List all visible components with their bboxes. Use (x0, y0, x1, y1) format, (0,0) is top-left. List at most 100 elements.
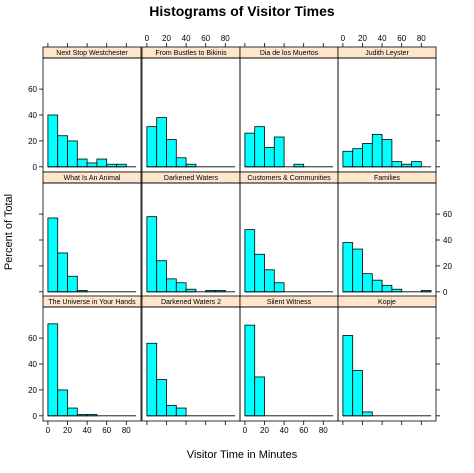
y-axis-label: Percent of Total (3, 194, 15, 270)
x-tick-label: 20 (162, 34, 171, 43)
y-tick-label: 60 (28, 334, 37, 343)
panel-strip-label: What Is An Animal (64, 175, 121, 182)
histogram-bar (371, 134, 383, 168)
panel: Dia de los Muertos (239, 43, 339, 173)
histogram-bar (57, 252, 68, 293)
panel: Silent Witness 0 20 40 60 80 (239, 295, 339, 435)
histogram-bar (156, 117, 167, 168)
histogram-bar (342, 335, 354, 417)
x-tick-label: 80 (221, 34, 230, 43)
panel-strip-label: Next Stop Westchester (56, 50, 128, 57)
x-tick-label: 0 (145, 34, 150, 43)
histogram-bar (362, 143, 373, 168)
histogram-bar (166, 278, 177, 293)
x-tick-label: 60 (299, 426, 308, 435)
histogram-bar (371, 279, 383, 293)
y-tick-label: 0 (33, 163, 38, 172)
x-tick-label: 80 (122, 426, 131, 435)
panel: Next Stop Westchester 0 20 40 60 (28, 43, 142, 173)
histogram-bar (146, 342, 158, 417)
histogram-bar (352, 148, 363, 168)
histogram-bar (156, 260, 167, 293)
panel: Darkened Waters (141, 171, 241, 298)
panel-strip-label: Dia de los Muertos (260, 50, 319, 57)
histogram-bar (273, 136, 285, 168)
histogram-bar (156, 379, 167, 417)
histogram-bar (273, 282, 285, 293)
histogram-bar (67, 407, 78, 417)
panel: Darkened Waters 2 (141, 295, 241, 425)
histogram-bar (381, 139, 393, 168)
histogram-bar (342, 242, 354, 293)
panel: From Bustles to Bikinis 0 20 40 60 80 (141, 34, 241, 173)
y-tick-label: 20 (28, 386, 37, 395)
panel-strip-label: Customers & Communities (247, 175, 331, 182)
y-tick-label: 0 (33, 412, 38, 421)
x-tick-label: 20 (63, 426, 72, 435)
histogram-bar (244, 132, 256, 168)
x-axis-label: Visitor Time in Minutes (187, 449, 298, 461)
x-tick-label: 0 (341, 34, 346, 43)
histogram-bar (57, 389, 68, 417)
histogram-bar (47, 217, 59, 293)
panel-strip-label: The Universe in Your Hands (48, 299, 136, 306)
histogram-bar (362, 411, 373, 417)
x-tick-label: 0 (46, 426, 51, 435)
x-tick-label: 40 (378, 34, 387, 43)
x-tick-label: 20 (260, 426, 269, 435)
histogram-bar (67, 275, 78, 293)
histogram-bar (96, 158, 108, 168)
panel: Customers & Communities (239, 171, 339, 298)
histogram-bar (175, 157, 187, 168)
panel-strip-label: Silent Witness (267, 299, 312, 306)
histogram-bar (47, 323, 59, 417)
x-tick-label: 20 (358, 34, 367, 43)
histogram-bar (76, 158, 88, 168)
panel-strip-label: Judith Leyster (365, 50, 409, 57)
histogram-bar (175, 282, 187, 293)
y-tick-label: 60 (28, 85, 37, 94)
histogram-bar (175, 407, 187, 417)
histogram-bar (264, 146, 275, 168)
histogram-bar (146, 216, 158, 293)
panel-strip-label: Families (374, 175, 401, 182)
panel-strip-label: Darkened Waters (164, 175, 219, 182)
panel: Families 0 20 40 60 (337, 171, 452, 298)
histogram-bar (47, 114, 59, 168)
x-tick-label: 0 (243, 426, 248, 435)
histogram-bar (352, 248, 363, 293)
panel-strip-label: From Bustles to Bikinis (155, 50, 227, 57)
x-tick-label: 60 (397, 34, 406, 43)
x-tick-label: 80 (319, 426, 328, 435)
histogram-bar (244, 229, 256, 293)
y-tick-label: 40 (28, 360, 37, 369)
panel: Kopje (337, 295, 440, 425)
x-tick-label: 60 (102, 426, 111, 435)
histogram-bar (57, 135, 68, 168)
histogram-bar (166, 139, 177, 168)
histogram-bar (391, 161, 403, 168)
panel: The Universe in Your Hands 0 20 40 60 0 20 40 60… (28, 295, 142, 435)
histogram-bar (254, 126, 265, 168)
x-tick-label: 40 (182, 34, 191, 43)
y-tick-label: 40 (28, 111, 37, 120)
histogram-bar (146, 126, 158, 168)
histogram-bar (411, 161, 422, 168)
panel-strip-label: Kopje (378, 299, 396, 306)
histogram-bar (342, 150, 354, 168)
histogram-bar (264, 269, 275, 293)
y-tick-label: 0 (443, 288, 448, 297)
histogram-bar (381, 284, 393, 293)
histogram-bar (67, 140, 78, 168)
y-tick-label: 20 (28, 137, 37, 146)
histogram-bar (254, 253, 265, 293)
chart-title: Histograms of Visitor Times (149, 3, 335, 19)
x-tick-label: 80 (417, 34, 426, 43)
y-tick-label: 40 (443, 236, 452, 245)
x-tick-label: 40 (83, 426, 92, 435)
histogram-bar (352, 370, 363, 417)
x-tick-label: 60 (201, 34, 210, 43)
y-tick-label: 20 (443, 262, 452, 271)
